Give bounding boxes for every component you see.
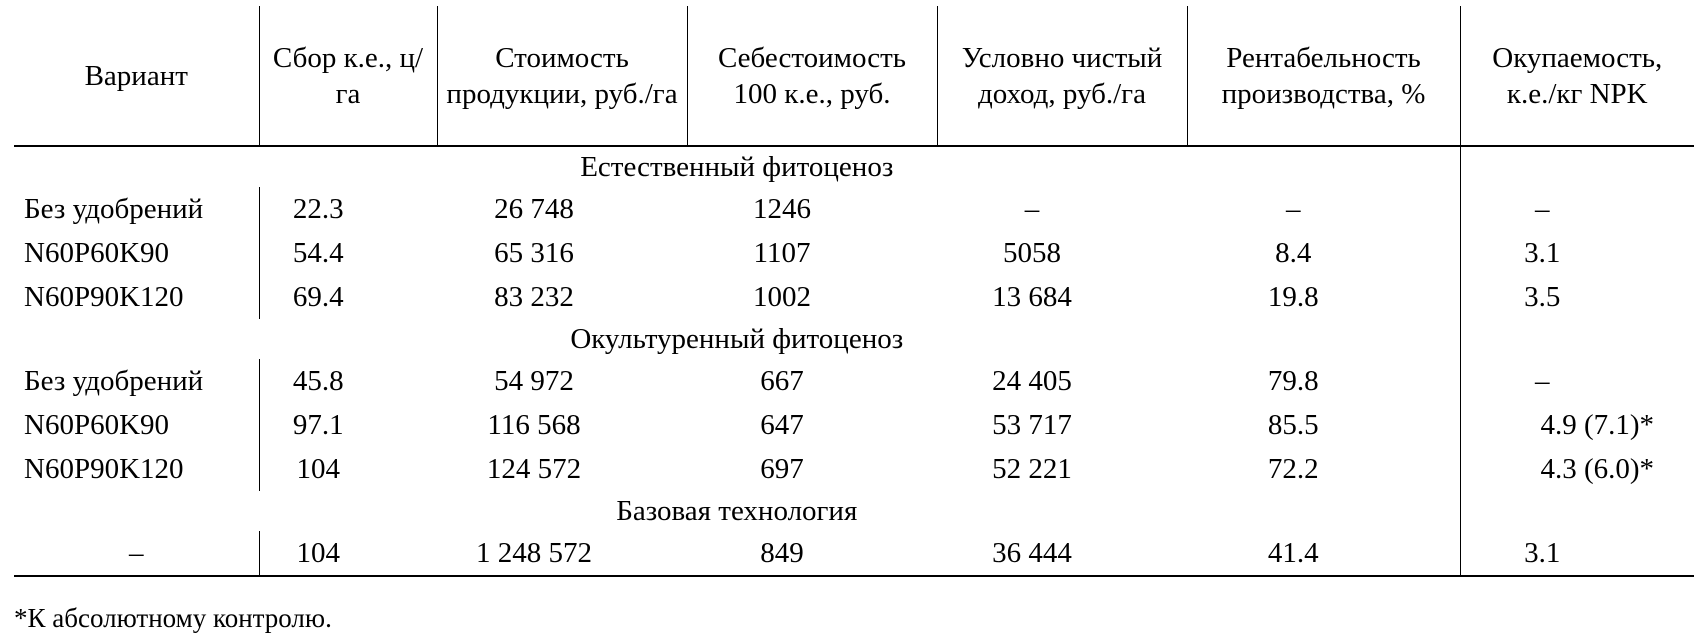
cell-variant: Без удобрений bbox=[24, 193, 204, 225]
cell-net-income: 53 717 bbox=[992, 409, 1072, 441]
header-cost-price: Себестоимость 100 к.е., руб. bbox=[686, 6, 937, 147]
cell-cost-price: 1107 bbox=[753, 237, 811, 269]
cell-payback: 3.5 bbox=[1524, 281, 1561, 313]
cell-yield: 22.3 bbox=[292, 193, 344, 225]
cell-profitability: 85.5 bbox=[1267, 409, 1319, 441]
table-row: N60P90K120 69.4 83 232 1002 13 684 19.8 … bbox=[14, 275, 1694, 319]
cell-payback: 4.9 (7.1)* bbox=[1540, 409, 1655, 441]
cell-yield: 104 bbox=[296, 537, 341, 569]
table-row: Без удобрений 22.3 26 748 1246 – – – bbox=[14, 187, 1694, 231]
cell-profitability: 41.4 bbox=[1267, 537, 1319, 569]
cell-variant: – bbox=[14, 531, 259, 577]
cell-net-income: 52 221 bbox=[992, 453, 1072, 485]
cell-net-income: 36 444 bbox=[992, 537, 1072, 569]
cell-payback: – bbox=[1535, 193, 1550, 225]
section-title: Естественный фитоценоз bbox=[580, 151, 894, 183]
cell-variant: N60P90K120 bbox=[24, 453, 184, 485]
cell-yield: 54.4 bbox=[292, 237, 344, 269]
header-net-income: Условно чистый доход, руб./га bbox=[936, 6, 1187, 147]
cell-cost-price: 1246 bbox=[753, 193, 811, 225]
cell-payback: – bbox=[1535, 365, 1550, 397]
cell-payback: 4.3 (6.0)* bbox=[1540, 453, 1655, 485]
cell-profitability: 8.4 bbox=[1275, 237, 1312, 269]
section-title: Окультуренный фитоценоз bbox=[570, 323, 904, 355]
cell-net-income: 5058 bbox=[1003, 237, 1061, 269]
header-variant: Вариант bbox=[14, 6, 259, 147]
table-row: N60P60K90 97.1 116 568 647 53 717 85.5 4… bbox=[14, 403, 1694, 447]
footnote: *К абсолютному контролю. bbox=[14, 603, 332, 633]
header-profitability: Рентабельность производства, % bbox=[1186, 6, 1460, 147]
cell-cost-price: 667 bbox=[760, 365, 804, 397]
cell-cost-price: 647 bbox=[760, 409, 804, 441]
section-title: Базовая технология bbox=[616, 495, 858, 527]
cell-product-value: 116 568 bbox=[487, 409, 581, 441]
cell-yield: 45.8 bbox=[292, 365, 344, 397]
cell-net-income: 24 405 bbox=[992, 365, 1072, 397]
cell-net-income: – bbox=[1024, 193, 1040, 225]
cell-product-value: 65 316 bbox=[494, 237, 574, 269]
cell-product-value: 83 232 bbox=[494, 281, 574, 313]
cell-variant: N60P60K90 bbox=[24, 237, 170, 269]
section-title-row: Естественный фитоценоз bbox=[14, 146, 1694, 187]
header-yield: Сбор к.е., ц/га bbox=[258, 6, 437, 147]
cell-cost-price: 1002 bbox=[753, 281, 811, 313]
cell-net-income: 13 684 bbox=[992, 281, 1072, 313]
cell-product-value: 124 572 bbox=[486, 453, 582, 485]
table-row: N60P90K120 104 124 572 697 52 221 72.2 4… bbox=[14, 447, 1694, 491]
cell-profitability: – bbox=[1286, 193, 1301, 225]
cell-payback: 3.1 bbox=[1524, 237, 1561, 269]
cell-variant: N60P90K120 bbox=[24, 281, 184, 313]
header-row: Вариант Сбор к.е., ц/га Стоимость продук… bbox=[14, 6, 1694, 147]
table-row: – 104 1 248 572 849 36 444 41.4 3.1 bbox=[14, 531, 1694, 577]
cell-cost-price: 697 bbox=[760, 453, 804, 485]
section-title-row: Окультуренный фитоценоз bbox=[14, 319, 1694, 359]
cell-cost-price: 849 bbox=[760, 537, 804, 569]
cell-product-value: 1 248 572 bbox=[476, 537, 592, 569]
section-title-row: Базовая технология bbox=[14, 491, 1694, 531]
cell-yield: 104 bbox=[296, 453, 341, 485]
cell-profitability: 79.8 bbox=[1267, 365, 1319, 397]
cell-product-value: 54 972 bbox=[494, 365, 574, 397]
cell-yield: 97.1 bbox=[292, 409, 344, 441]
header-product-value: Стоимость продукции, руб./га bbox=[436, 6, 687, 147]
table-row: Без удобрений 45.8 54 972 667 24 405 79.… bbox=[14, 359, 1694, 403]
cell-profitability: 72.2 bbox=[1267, 453, 1319, 485]
cell-variant: Без удобрений bbox=[24, 365, 204, 397]
cell-profitability: 19.8 bbox=[1267, 281, 1319, 313]
table-row: N60P60K90 54.4 65 316 1107 5058 8.4 3.1 bbox=[14, 231, 1694, 275]
cell-yield: 69.4 bbox=[292, 281, 344, 313]
cell-variant: N60P60K90 bbox=[24, 409, 170, 441]
cell-payback: 3.1 bbox=[1524, 537, 1561, 569]
cell-product-value: 26 748 bbox=[494, 193, 574, 225]
header-payback: Окупаемость, к.е./кг NPK bbox=[1459, 6, 1694, 147]
economic-efficiency-table: Вариант Сбор к.е., ц/га Стоимость продук… bbox=[14, 6, 1694, 577]
